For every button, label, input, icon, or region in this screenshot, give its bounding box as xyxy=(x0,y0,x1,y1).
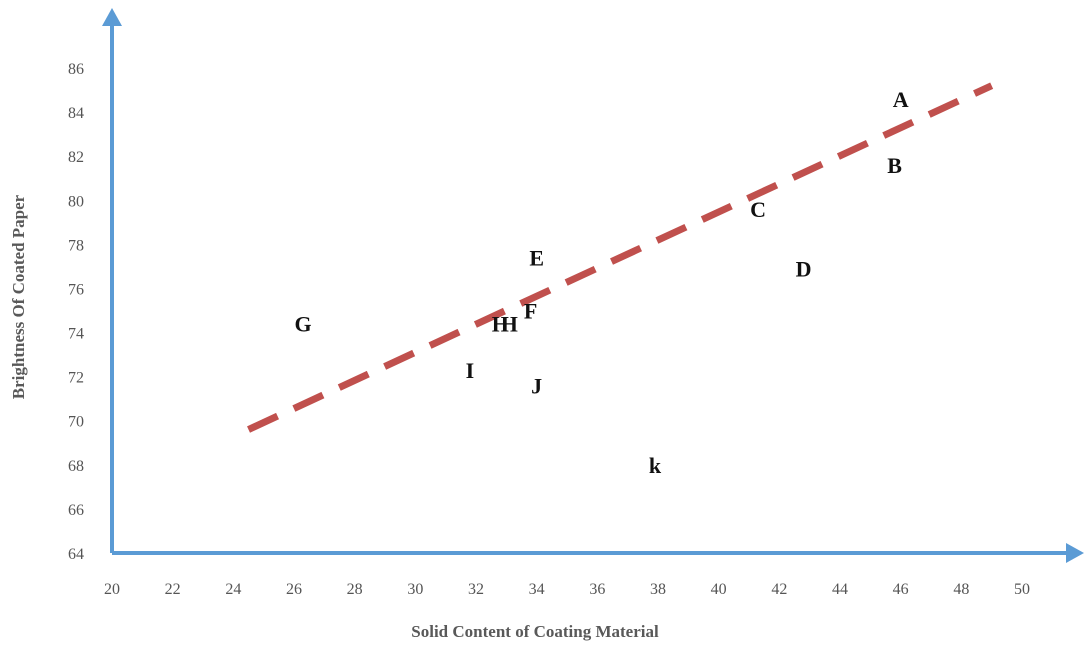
data-point-h: H xyxy=(501,312,518,337)
x-tick-label: 40 xyxy=(711,581,727,598)
x-tick-label: 38 xyxy=(650,581,666,598)
y-axis-arrow xyxy=(102,8,122,26)
data-point-g: G xyxy=(295,312,312,337)
data-point-a: A xyxy=(893,87,909,112)
x-tick-label: 20 xyxy=(104,581,120,598)
y-tick-label: 68 xyxy=(68,458,84,475)
y-tick-label: 76 xyxy=(68,281,84,298)
x-tick-label: 26 xyxy=(286,581,302,598)
x-tick-label: 36 xyxy=(589,581,605,598)
x-tick-label: 28 xyxy=(347,581,363,598)
y-tick-label: 78 xyxy=(68,237,84,254)
y-tick-label: 70 xyxy=(68,414,84,431)
x-tick-label: 24 xyxy=(225,581,241,598)
x-tick-labels: 20 22 24 26 28 30 32 34 36 38 40 42 44 46 48 50 xyxy=(104,581,1030,598)
y-tick-label: 80 xyxy=(68,193,84,210)
y-tick-label: 64 xyxy=(68,546,84,563)
data-point-i: I xyxy=(466,358,475,383)
x-tick-label: 32 xyxy=(468,581,484,598)
data-point-b: B xyxy=(887,153,902,178)
x-tick-label: 48 xyxy=(953,581,969,598)
y-tick-label: 72 xyxy=(68,370,84,387)
data-point-f: F xyxy=(524,299,537,324)
x-tick-label: 22 xyxy=(165,581,181,598)
y-tick-label: 74 xyxy=(68,326,84,343)
y-tick-label: 86 xyxy=(68,61,84,78)
data-point-k: k xyxy=(649,453,662,478)
x-tick-label: 30 xyxy=(407,581,423,598)
y-axis-title: Brightness Of Coated Paper xyxy=(9,194,28,399)
data-point-e: E xyxy=(529,246,544,271)
x-tick-label: 34 xyxy=(529,581,545,598)
x-tick-label: 50 xyxy=(1014,581,1030,598)
x-tick-label: 42 xyxy=(771,581,787,598)
y-tick-labels: 64 66 68 70 72 74 76 78 80 82 84 86 xyxy=(68,61,84,563)
x-axis-title: Solid Content of Coating Material xyxy=(411,622,659,641)
data-point-c: C xyxy=(750,197,766,222)
data-point-h: H xyxy=(492,312,509,337)
data-point-j: J xyxy=(531,373,542,398)
trendline xyxy=(247,82,994,433)
y-tick-label: 84 xyxy=(68,105,84,122)
data-point-d: D xyxy=(796,257,812,282)
y-tick-label: 82 xyxy=(68,149,84,166)
x-tick-label: 44 xyxy=(832,581,848,598)
x-tick-label: 46 xyxy=(893,581,909,598)
y-tick-label: 66 xyxy=(68,502,84,519)
x-axis-arrow xyxy=(1066,543,1084,563)
